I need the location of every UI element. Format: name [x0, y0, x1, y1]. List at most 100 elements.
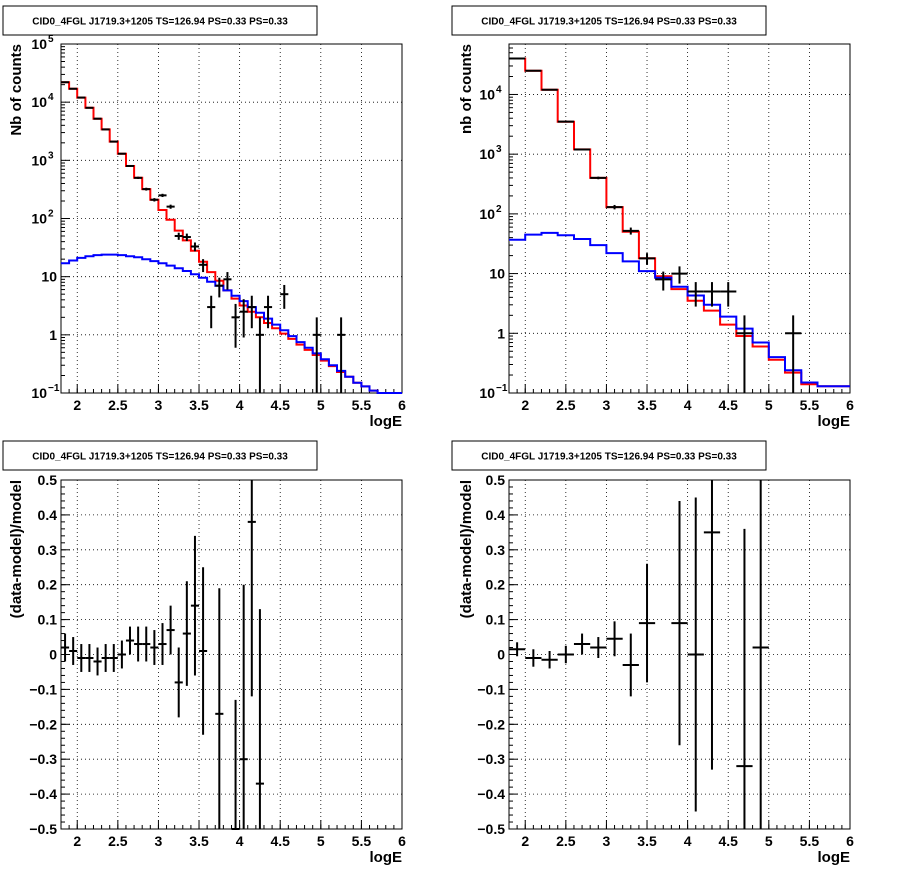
x-axis-label: logE	[818, 849, 851, 866]
x-tick-label: 3.5	[189, 833, 209, 849]
y-tick-label: 0.5	[486, 472, 506, 488]
y-tick-exponent: 4	[496, 84, 502, 95]
y-tick-label: 10	[489, 266, 505, 282]
y-tick-label: 1	[49, 327, 57, 343]
x-tick-label: 5	[765, 397, 773, 413]
x-tick-label: 2	[73, 833, 81, 849]
x-tick-label: 2.5	[556, 397, 576, 413]
x-tick-label: 2	[521, 397, 529, 413]
data-point	[118, 153, 126, 154]
y-tick-label: 10	[479, 206, 495, 222]
y-axis-label: (data-model)/model	[458, 480, 475, 618]
x-tick-label: 4.5	[270, 397, 290, 413]
y-tick-label: 0.3	[38, 542, 58, 558]
y-tick-exponent: −1	[48, 383, 60, 394]
data-point	[110, 141, 118, 142]
y-tick-label: 0.2	[38, 577, 58, 593]
x-tick-label: 2.5	[108, 833, 128, 849]
data-point	[93, 118, 101, 119]
y-tick-exponent: 5	[48, 34, 54, 45]
x-tick-label: 4.5	[270, 833, 290, 849]
x-tick-label: 3	[155, 397, 163, 413]
data-point	[102, 129, 110, 130]
y-tick-label: 10	[479, 86, 495, 102]
x-tick-label: 3.5	[637, 397, 657, 413]
x-tick-label: 4.5	[718, 397, 738, 413]
x-tick-label: 4	[236, 833, 244, 849]
y-tick-label: 10	[479, 146, 495, 162]
x-tick-label: 2.5	[108, 397, 128, 413]
plot-frame	[61, 480, 402, 829]
data-point	[590, 177, 606, 180]
y-tick-exponent: 2	[48, 209, 54, 220]
x-axis-label: logE	[370, 849, 403, 866]
x-tick-label: 6	[846, 833, 854, 849]
y-tick-label: 0.2	[486, 577, 506, 593]
y-tick-exponent: 4	[48, 92, 54, 103]
y-tick-label: 0	[49, 647, 57, 663]
x-tick-label: 6	[846, 397, 854, 413]
y-tick-label: 0.1	[486, 612, 506, 628]
y-tick-label: −0.4	[29, 786, 57, 802]
y-tick-label: 10	[31, 36, 47, 52]
y-tick-label: −0.1	[477, 681, 505, 697]
data-point	[574, 149, 590, 151]
x-tick-label: 6	[398, 397, 406, 413]
y-tick-label: −0.1	[29, 681, 57, 697]
chart-title: CID0_4FGL J1719.3+1205 TS=126.94 PS=0.33…	[481, 452, 737, 463]
plot-frame	[61, 44, 402, 393]
data-point	[558, 121, 574, 122]
x-axis-label: logE	[370, 413, 403, 430]
y-tick-label: −0.3	[477, 751, 505, 767]
y-tick-label: 10	[31, 94, 47, 110]
y-tick-label: −0.4	[477, 786, 505, 802]
x-tick-label: 5	[765, 833, 773, 849]
data-point	[85, 108, 93, 109]
chart-title: CID0_4FGL J1719.3+1205 TS=126.94 PS=0.33…	[32, 452, 288, 463]
y-tick-label: −0.3	[29, 751, 57, 767]
y-tick-label: 1	[497, 325, 505, 341]
y-axis-label: nb of counts	[458, 44, 475, 134]
x-tick-label: 3	[155, 833, 163, 849]
plot-frame	[509, 44, 850, 393]
x-tick-label: 4	[684, 833, 692, 849]
y-tick-label: 10	[31, 385, 47, 401]
x-tick-label: 4	[236, 397, 244, 413]
x-tick-label: 5.5	[800, 833, 820, 849]
data-point	[126, 165, 134, 167]
x-tick-label: 4.5	[718, 833, 738, 849]
x-tick-label: 2.5	[556, 833, 576, 849]
y-tick-label: 0.1	[38, 612, 58, 628]
y-tick-label: 10	[31, 152, 47, 168]
x-tick-label: 5.5	[800, 397, 820, 413]
y-axis-label: (data-model)/model	[8, 480, 25, 618]
x-tick-label: 3	[603, 833, 611, 849]
y-tick-label: 0.4	[38, 507, 58, 523]
x-tick-label: 5	[317, 397, 325, 413]
y-tick-label: 0.5	[38, 472, 58, 488]
y-tick-exponent: 3	[48, 150, 54, 161]
x-tick-label: 5.5	[352, 833, 372, 849]
chart-title: CID0_4FGL J1719.3+1205 TS=126.94 PS=0.33…	[481, 17, 737, 28]
y-axis-label: Nb of counts	[8, 44, 25, 136]
y-tick-label: 10	[31, 211, 47, 227]
x-tick-label: 6	[398, 833, 406, 849]
y-tick-label: 10	[41, 269, 57, 285]
x-tick-label: 3	[603, 397, 611, 413]
y-tick-label: 0.4	[486, 507, 506, 523]
x-tick-label: 5.5	[352, 397, 372, 413]
y-tick-label: −0.2	[29, 716, 57, 732]
y-tick-exponent: 2	[496, 204, 502, 215]
x-tick-label: 4	[684, 397, 692, 413]
y-tick-label: 0.3	[486, 542, 506, 558]
y-tick-exponent: −1	[496, 383, 508, 394]
y-tick-exponent: 3	[496, 144, 502, 155]
y-tick-label: −0.5	[477, 821, 505, 837]
x-tick-label: 2	[73, 397, 81, 413]
chart-title: CID0_4FGL J1719.3+1205 TS=126.94 PS=0.33…	[32, 17, 288, 28]
